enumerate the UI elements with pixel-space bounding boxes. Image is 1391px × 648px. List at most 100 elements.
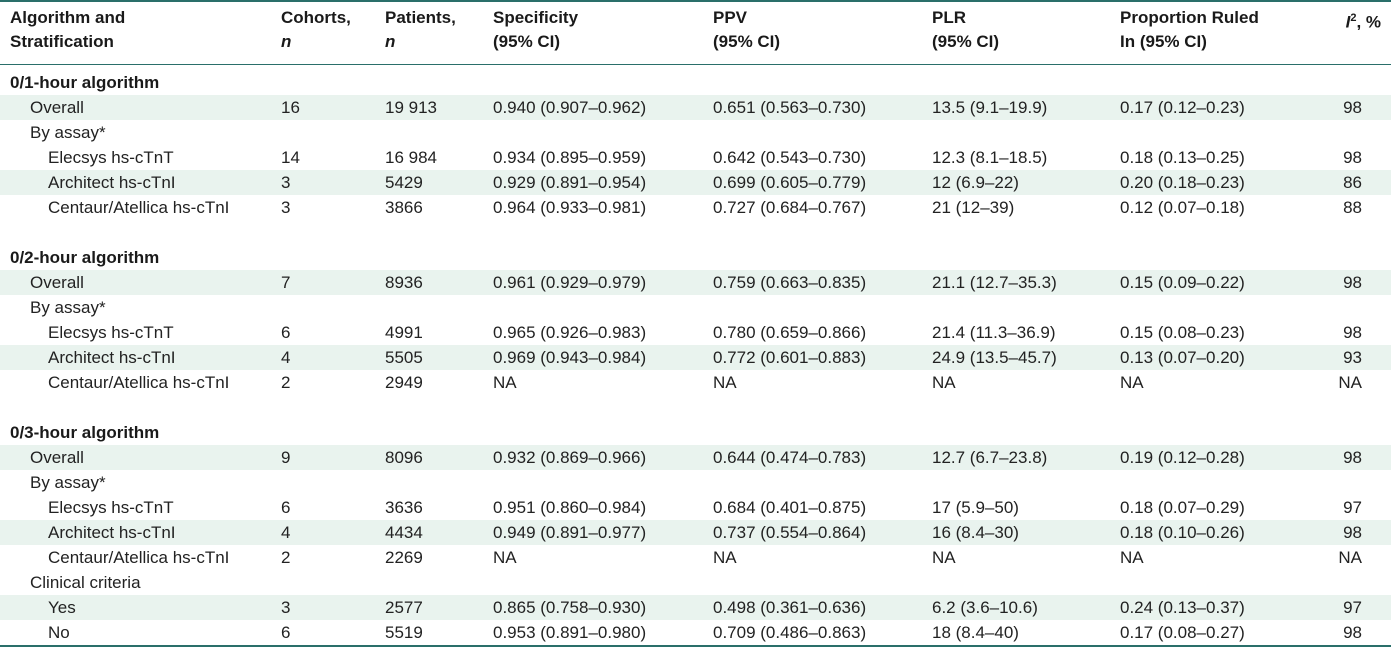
plr-cell: 12.3 (8.1–18.5) bbox=[932, 148, 1048, 167]
proportion-cell: 0.18 (0.07–0.29) bbox=[1120, 498, 1245, 517]
cohorts-cell: 9 bbox=[281, 448, 291, 467]
plr-cell: 18 (8.4–40) bbox=[932, 623, 1019, 642]
proportion-cell: 0.20 (0.18–0.23) bbox=[1120, 173, 1245, 192]
header-i2-superscript: 2 bbox=[1350, 12, 1357, 24]
patients-cell: 5429 bbox=[385, 173, 423, 192]
i2-cell: 93 bbox=[1343, 348, 1362, 367]
section-header-row: 0/2-hour algorithm bbox=[0, 245, 1391, 270]
header-algorithm: Algorithm and Stratification bbox=[10, 6, 125, 54]
table-row: Clinical criteria bbox=[0, 570, 1391, 595]
header-patients-line2: n bbox=[385, 32, 396, 51]
table-row: Elecsys hs-cTnT 6 4991 0.965 (0.926–0.983) 0… bbox=[0, 320, 1391, 345]
header-cohorts: Cohorts, n bbox=[281, 6, 351, 54]
row-label: Overall bbox=[30, 98, 84, 117]
section-title: 0/2-hour algorithm bbox=[10, 248, 160, 267]
table-row: By assay* bbox=[0, 120, 1391, 145]
i2-cell: 98 bbox=[1343, 623, 1362, 642]
ppv-cell: 0.780 (0.659–0.866) bbox=[713, 323, 867, 342]
header-algorithm-line1: Algorithm and bbox=[10, 8, 126, 27]
patients-cell: 4434 bbox=[385, 523, 423, 542]
proportion-cell: 0.18 (0.10–0.26) bbox=[1120, 523, 1245, 542]
cohorts-cell: 16 bbox=[281, 98, 300, 117]
patients-cell: 4991 bbox=[385, 323, 423, 342]
cohorts-cell: 14 bbox=[281, 148, 300, 167]
table-top-rule bbox=[0, 0, 1391, 2]
table-row: Overall 16 19 913 0.940 (0.907–0.962) 0.651 … bbox=[0, 95, 1391, 120]
row-label: By assay* bbox=[30, 123, 106, 142]
header-proportion-line2: In (95% CI) bbox=[1120, 32, 1207, 51]
proportion-cell: 0.24 (0.13–0.37) bbox=[1120, 598, 1245, 617]
plr-cell: 12.7 (6.7–23.8) bbox=[932, 448, 1048, 467]
row-label: Centaur/Atellica hs-cTnI bbox=[48, 198, 230, 217]
plr-cell: 21.4 (11.3–36.9) bbox=[932, 323, 1056, 342]
ppv-cell: NA bbox=[713, 548, 737, 567]
header-i2: I2, % bbox=[1346, 6, 1381, 35]
table-row: No 6 5519 0.953 (0.891–0.980) 0.709 (0.486–0… bbox=[0, 620, 1391, 645]
cohorts-cell: 4 bbox=[281, 523, 291, 542]
row-label: Elecsys hs-cTnT bbox=[48, 148, 174, 167]
patients-cell: 2577 bbox=[385, 598, 423, 617]
section-header-row: 0/3-hour algorithm bbox=[0, 420, 1391, 445]
i2-cell: 86 bbox=[1343, 173, 1362, 192]
cohorts-cell: 3 bbox=[281, 598, 291, 617]
header-plr: PLR (95% CI) bbox=[932, 6, 999, 54]
row-label: Centaur/Atellica hs-cTnI bbox=[48, 373, 230, 392]
section-title: 0/3-hour algorithm bbox=[10, 423, 160, 442]
cohorts-cell: 4 bbox=[281, 348, 291, 367]
proportion-cell: 0.12 (0.07–0.18) bbox=[1120, 198, 1245, 217]
proportion-cell: 0.13 (0.07–0.20) bbox=[1120, 348, 1245, 367]
table-header: Algorithm and Stratification Cohorts, n … bbox=[0, 6, 1391, 62]
spacer-row bbox=[0, 395, 1391, 420]
table-row: Elecsys hs-cTnT 6 3636 0.951 (0.860–0.984) 0… bbox=[0, 495, 1391, 520]
proportion-cell: 0.17 (0.12–0.23) bbox=[1120, 98, 1245, 117]
patients-cell: 3636 bbox=[385, 498, 423, 517]
patients-cell: 3866 bbox=[385, 198, 423, 217]
table-row: Centaur/Atellica hs-cTnI 3 3866 0.964 (0.93… bbox=[0, 195, 1391, 220]
patients-cell: 2269 bbox=[385, 548, 423, 567]
row-label: Clinical criteria bbox=[30, 573, 141, 592]
plr-cell: 21.1 (12.7–35.3) bbox=[932, 273, 1057, 292]
specificity-cell: 0.932 (0.869–0.966) bbox=[493, 448, 647, 467]
specificity-cell: 0.949 (0.891–0.977) bbox=[493, 523, 647, 542]
patients-cell: 8096 bbox=[385, 448, 423, 467]
plr-cell: 16 (8.4–30) bbox=[932, 523, 1019, 542]
plr-cell: 24.9 (13.5–45.7) bbox=[932, 348, 1057, 367]
cohorts-cell: 6 bbox=[281, 323, 291, 342]
cohorts-cell: 3 bbox=[281, 198, 291, 217]
specificity-cell: NA bbox=[493, 373, 517, 392]
cohorts-cell: 2 bbox=[281, 373, 291, 392]
ppv-cell: 0.759 (0.663–0.835) bbox=[713, 273, 867, 292]
table-row: Architect hs-cTnI 4 4434 0.949 (0.891–0.977… bbox=[0, 520, 1391, 545]
patients-cell: 2949 bbox=[385, 373, 423, 392]
proportion-cell: 0.15 (0.09–0.22) bbox=[1120, 273, 1245, 292]
row-label: Centaur/Atellica hs-cTnI bbox=[48, 548, 230, 567]
row-label: By assay* bbox=[30, 298, 106, 317]
table-row: Centaur/Atellica hs-cTnI 2 2269 NA NA NA NA NA bbox=[0, 545, 1391, 570]
i2-cell: NA bbox=[1338, 548, 1362, 567]
i2-cell: 98 bbox=[1343, 523, 1362, 542]
table-row: Centaur/Atellica hs-cTnI 2 2949 NA NA NA NA NA bbox=[0, 370, 1391, 395]
plr-cell: NA bbox=[932, 548, 956, 567]
header-ppv-line1: PPV bbox=[713, 8, 748, 27]
row-label: Overall bbox=[30, 273, 84, 292]
i2-cell: 97 bbox=[1343, 498, 1362, 517]
header-plr-line1: PLR bbox=[932, 8, 966, 27]
specificity-cell: 0.965 (0.926–0.983) bbox=[493, 323, 647, 342]
i2-cell: 97 bbox=[1343, 598, 1362, 617]
plr-cell: NA bbox=[932, 373, 956, 392]
header-ppv: PPV (95% CI) bbox=[713, 6, 780, 54]
header-cohorts-line1: Cohorts, bbox=[281, 8, 351, 27]
plr-cell: 6.2 (3.6–10.6) bbox=[932, 598, 1038, 617]
i2-cell: 98 bbox=[1343, 148, 1362, 167]
proportion-cell: 0.18 (0.13–0.25) bbox=[1120, 148, 1245, 167]
ppv-cell: 0.737 (0.554–0.864) bbox=[713, 523, 867, 542]
section-title: 0/1-hour algorithm bbox=[10, 73, 160, 92]
i2-cell: 98 bbox=[1343, 323, 1362, 342]
ppv-cell: 0.644 (0.474–0.783) bbox=[713, 448, 867, 467]
ppv-cell: 0.684 (0.401–0.875) bbox=[713, 498, 867, 517]
spacer-row bbox=[0, 220, 1391, 245]
table-row: Overall 7 8936 0.961 (0.929–0.979) 0.759 (0.… bbox=[0, 270, 1391, 295]
header-rule bbox=[0, 64, 1391, 65]
header-i2-unit: , % bbox=[1356, 12, 1381, 32]
i2-cell: 98 bbox=[1343, 98, 1362, 117]
